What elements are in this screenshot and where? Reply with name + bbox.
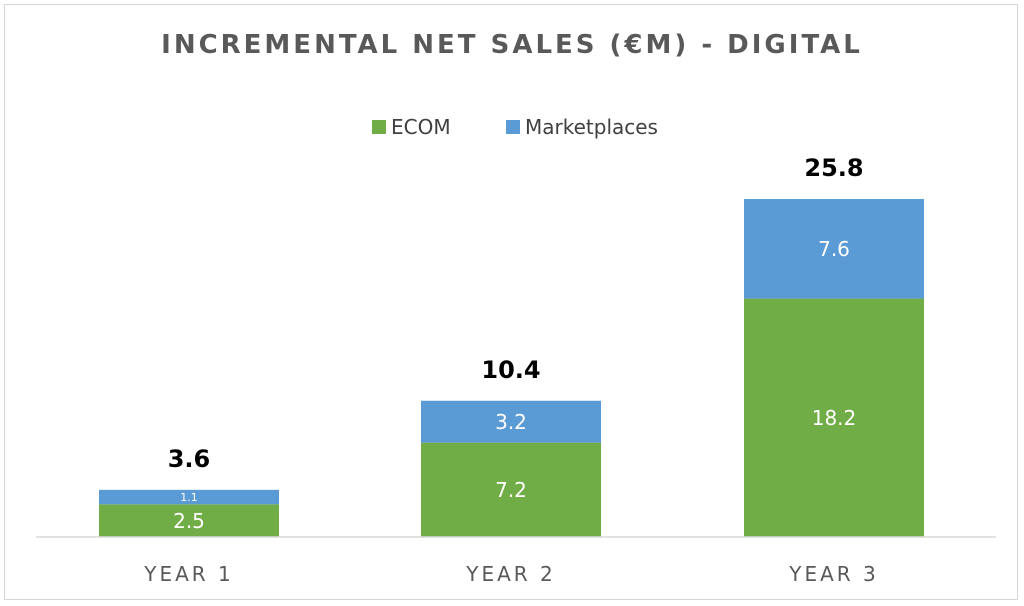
total-label-year-1: 3.6 [168,445,211,473]
data-label-marketplaces-year-3: 7.6 [818,237,850,261]
bar-ecom-year-1 [99,504,279,537]
bar-marketplaces-year-3 [744,199,924,299]
data-label-ecom-year-3: 18.2 [812,406,857,430]
bar-marketplaces-year-1 [99,489,279,505]
legend-swatch-marketplaces [506,120,520,134]
legend-label-ecom: ECOM [391,115,451,139]
data-label-ecom-year-1: 2.5 [173,509,205,533]
total-label-year-3: 25.8 [804,154,863,182]
x-tick-label-year-1: YEAR 1 [143,562,234,586]
total-label-year-2: 10.4 [481,356,540,384]
x-tick-label-year-3: YEAR 3 [788,562,879,586]
bars-group: 2.5 1.1 3.6 7.2 3.2 10.4 18.2 7.6 25.8 [99,154,924,537]
data-label-marketplaces-year-1: 1.1 [180,491,198,504]
bar-ecom-year-2 [421,442,601,537]
x-tick-labels: YEAR 1 YEAR 2 YEAR 3 [143,562,879,586]
x-tick-label-year-2: YEAR 2 [465,562,556,586]
bar-marketplaces-year-2 [421,400,601,443]
data-label-marketplaces-year-2: 3.2 [495,410,527,434]
legend-label-marketplaces: Marketplaces [525,115,658,139]
legend-swatch-ecom [372,120,386,134]
legend: ECOM Marketplaces [372,115,658,139]
chart-title: INCREMENTAL NET SALES (€M) - DIGITAL [161,30,863,60]
bar-ecom-year-3 [744,298,924,537]
data-label-ecom-year-2: 7.2 [495,478,527,502]
